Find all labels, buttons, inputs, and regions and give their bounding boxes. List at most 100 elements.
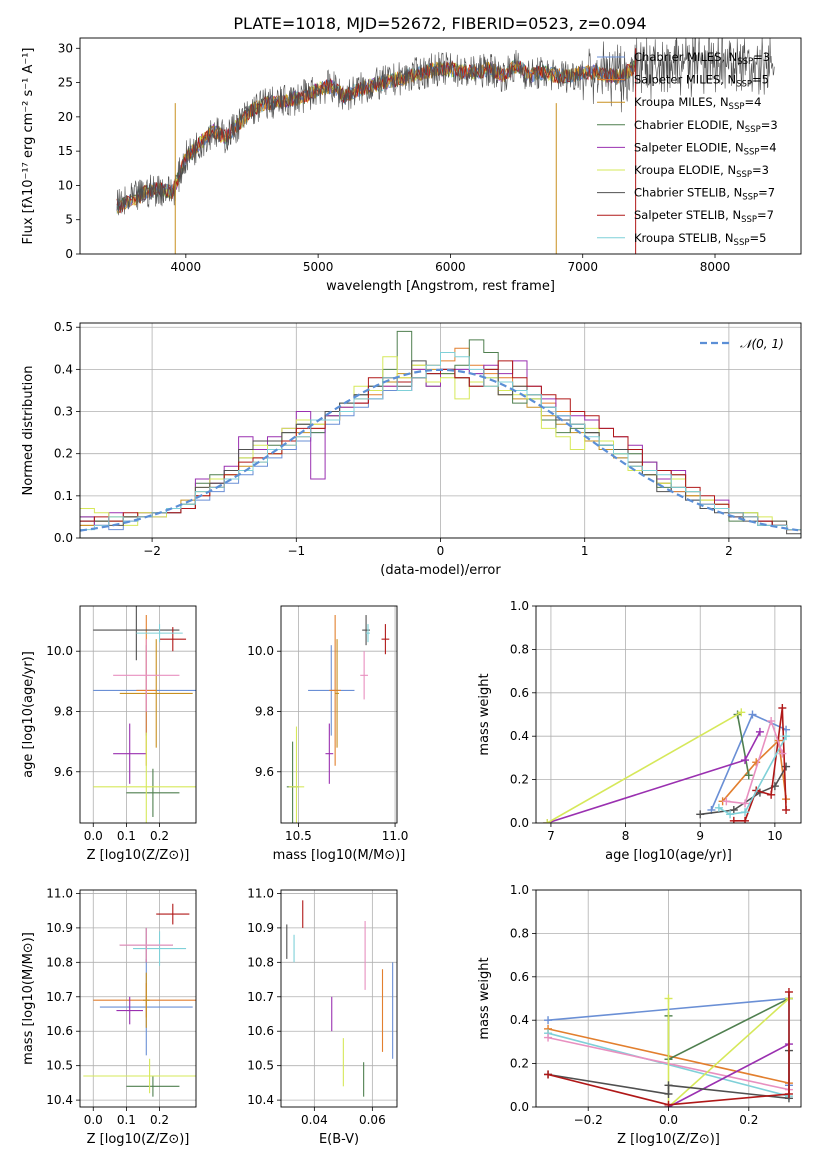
spectrum-observed-line [116, 38, 775, 216]
x-tick-label: 6000 [435, 260, 466, 274]
data-layer [543, 703, 791, 823]
gaussian-legend-label: 𝒩(0, 1) [740, 337, 784, 351]
plot-area [536, 606, 801, 823]
data-layer [83, 903, 196, 1097]
legend-label-suffix: =5 [752, 73, 769, 87]
mass-weight-line [546, 711, 742, 823]
plot-area [281, 606, 397, 823]
axes-frame [79, 37, 802, 255]
y-tick-label: 10.7 [46, 990, 73, 1004]
panel-mass-weight-vs-metallicity: −0.2 0.0 0.2 0.0 0.2 0.4 0.6 0.8 1.0 Z [log10(Z/Z… [477, 883, 802, 1147]
y-tick-label: 10.4 [247, 1093, 274, 1107]
panel-residuals: −2 −1 0 1 2 0.0 0.1 0.2 0.3 0.4 0.5 (data-model)/er… [21, 320, 802, 578]
y-tick-label: 20 [58, 110, 73, 124]
y-tick-label: 10.0 [46, 644, 73, 658]
axes-frame [535, 889, 802, 1108]
y-tick-label: 10.9 [247, 921, 274, 935]
legend-label-sub: SSP [736, 80, 752, 90]
mass-weight-line [726, 718, 784, 805]
data-layer [93, 606, 196, 823]
y-tick-label: 0.4 [510, 729, 529, 743]
y-tick-label: 0.0 [510, 816, 529, 830]
legend-label-suffix: =4 [744, 95, 761, 109]
y-tick-label: 5 [65, 213, 73, 227]
y-tick-label: 0.8 [510, 642, 529, 656]
y-tick-label: 11.0 [46, 886, 73, 900]
y-tick-label: 0.6 [510, 970, 529, 984]
y-tick-label: 0.4 [54, 362, 73, 376]
histogram-series [80, 352, 801, 538]
plot-area [116, 38, 775, 254]
x-tick-label: 7000 [567, 260, 598, 274]
y-tick-label: 10 [58, 178, 73, 192]
x-tick-label: 0.2 [739, 1113, 758, 1127]
data-layer [116, 38, 775, 254]
grid [80, 890, 196, 1107]
plot-area [536, 890, 801, 1107]
x-tick-label: 11.0 [382, 829, 409, 843]
panel-age-vs-metallicity: 0.0 0.1 0.2 9.6 9.8 10.0 Z [log10(Z/Z⊙)] age [l… [21, 605, 197, 863]
x-tick-label: 2 [725, 544, 733, 558]
axes-frame [79, 889, 197, 1108]
x-tick-label: 0.2 [150, 829, 169, 843]
grid [281, 890, 397, 1107]
plot-area [80, 606, 196, 823]
x-tick-label: 7 [547, 829, 555, 843]
x-tick-label: 0.2 [150, 1113, 169, 1127]
legend-label: Salpeter STELIB, NSSP=7 [634, 208, 774, 225]
y-tick-label: 0.3 [54, 405, 73, 419]
mass-weight-line [668, 1043, 790, 1107]
y-tick-label: 10.8 [46, 955, 73, 969]
legend-label-sub: SSP [737, 57, 753, 67]
x-tick-label: 1 [581, 544, 589, 558]
y-axis-label: mass weight [477, 673, 492, 755]
y-tick-label: 0.2 [54, 447, 73, 461]
mass-weight-line [667, 997, 790, 1107]
y-axis-label: mass weight [477, 957, 492, 1039]
data-layer [544, 987, 793, 1107]
legend-label-sub: SSP [729, 102, 745, 112]
x-tick-label: 8000 [700, 260, 731, 274]
x-tick-label: 0.1 [117, 829, 136, 843]
y-tick-label: 0.2 [510, 1057, 529, 1071]
x-tick-label: −2 [143, 544, 161, 558]
y-axis-label: mass [log10(M/M⊙)] [21, 932, 36, 1065]
panel-mass-vs-metallicity: 0.0 0.1 0.2 10.4 10.5 10.6 10.7 10.8 10.9 11.0 Z [… [21, 886, 197, 1147]
spectrum-legend: Chabrier MILES, NSSP=3 Salpeter MILES, NS… [597, 50, 778, 248]
axes-frame [280, 889, 398, 1108]
legend-label-suffix: =5 [749, 231, 766, 245]
data-layer [286, 900, 394, 1097]
x-tick-label: 0 [437, 544, 445, 558]
mass-weight-line [546, 731, 761, 823]
legend-label: Chabrier MILES, NSSP=3 [634, 50, 770, 67]
grid [80, 606, 196, 823]
x-tick-label: 0.1 [117, 1113, 136, 1127]
y-tick-label: 10.6 [46, 1024, 73, 1038]
spectrum-model-line [116, 62, 636, 210]
y-tick-label: 0 [65, 247, 73, 261]
data-layer [286, 615, 390, 823]
x-tick-label: 0.04 [301, 1113, 328, 1127]
legend-label-sub: SSP [741, 215, 757, 225]
legend-label: Kroupa ELODIE, NSSP=3 [634, 163, 769, 180]
legend-label: Kroupa STELIB, NSSP=5 [634, 231, 766, 248]
y-tick-label: 10.0 [247, 644, 274, 658]
x-tick-label: 10 [767, 829, 782, 843]
y-tick-label: 1.0 [510, 599, 529, 613]
x-tick-label: 0.06 [359, 1113, 386, 1127]
y-tick-label: 25 [58, 76, 73, 90]
x-tick-label: −1 [287, 544, 305, 558]
y-tick-label: 9.6 [54, 765, 73, 779]
y-tick-label: 10.8 [247, 955, 274, 969]
legend-label-sub: SSP [734, 238, 750, 248]
x-tick-label: 0.0 [84, 1113, 103, 1127]
mass-weight-line [736, 714, 750, 776]
y-tick-label: 10.4 [46, 1093, 73, 1107]
grid [536, 606, 801, 823]
axes-frame [79, 322, 802, 539]
x-axis-label: (data-model)/error [380, 563, 501, 578]
y-tick-label: 0.5 [54, 320, 73, 334]
grid [281, 606, 397, 823]
data-layer [80, 330, 801, 538]
legend-label-sub: SSP [744, 147, 760, 157]
